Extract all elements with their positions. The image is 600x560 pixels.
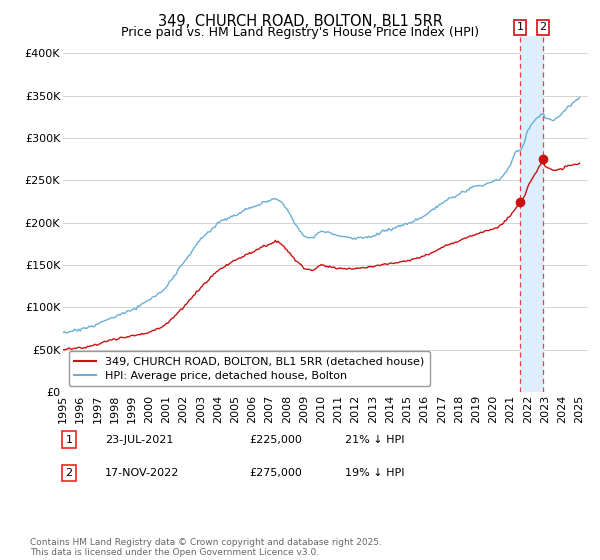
Bar <box>520 36 543 392</box>
Text: £275,000: £275,000 <box>249 468 302 478</box>
Text: 1: 1 <box>517 22 524 32</box>
Text: 2: 2 <box>539 22 547 32</box>
Legend: 349, CHURCH ROAD, BOLTON, BL1 5RR (detached house), HPI: Average price, detached: 349, CHURCH ROAD, BOLTON, BL1 5RR (detac… <box>68 351 430 386</box>
Text: Price paid vs. HM Land Registry's House Price Index (HPI): Price paid vs. HM Land Registry's House … <box>121 26 479 39</box>
Text: 2: 2 <box>65 468 73 478</box>
Text: 1: 1 <box>65 435 73 445</box>
Text: 17-NOV-2022: 17-NOV-2022 <box>105 468 179 478</box>
Text: 21% ↓ HPI: 21% ↓ HPI <box>345 435 404 445</box>
Text: 349, CHURCH ROAD, BOLTON, BL1 5RR: 349, CHURCH ROAD, BOLTON, BL1 5RR <box>157 14 443 29</box>
Text: 19% ↓ HPI: 19% ↓ HPI <box>345 468 404 478</box>
Text: 23-JUL-2021: 23-JUL-2021 <box>105 435 173 445</box>
Text: Contains HM Land Registry data © Crown copyright and database right 2025.
This d: Contains HM Land Registry data © Crown c… <box>30 538 382 557</box>
Text: £225,000: £225,000 <box>249 435 302 445</box>
